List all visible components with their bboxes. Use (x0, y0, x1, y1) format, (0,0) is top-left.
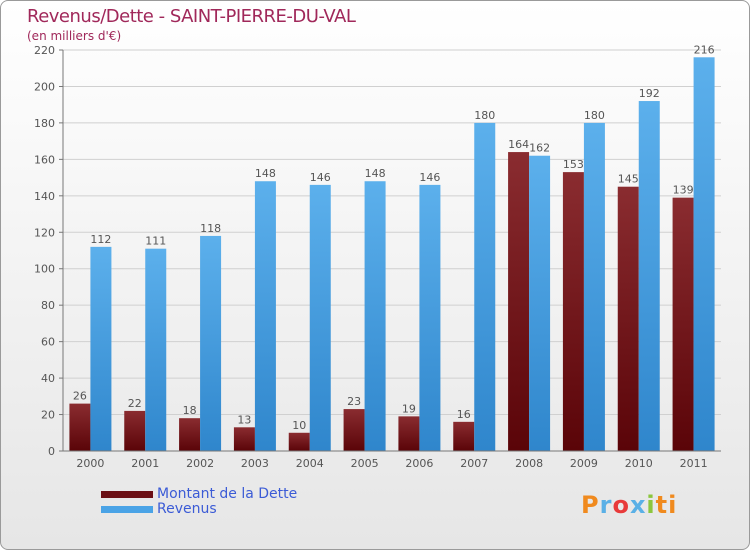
data-label: 216 (694, 43, 715, 56)
legend-swatch-dette (101, 491, 153, 498)
data-label: 146 (310, 171, 331, 184)
x-tick-label: 2001 (131, 457, 159, 470)
bar-dette (617, 186, 639, 452)
bar-revenus (474, 122, 496, 451)
y-tick-label: 120 (34, 226, 55, 239)
logo-letter: ti (655, 491, 678, 519)
data-label: 145 (618, 173, 639, 186)
bar-dette (508, 152, 530, 451)
data-label: 180 (584, 109, 605, 122)
legend-label-dette: Montant de la Dette (157, 486, 298, 502)
y-tick-label: 80 (41, 299, 55, 312)
bar-dette (343, 409, 365, 451)
bar-dette (672, 197, 694, 451)
data-label: 19 (402, 402, 416, 415)
bar-dette (453, 421, 475, 451)
chart-subtitle: (en milliers d'€) (27, 29, 122, 43)
legend-swatch-revenus (101, 506, 153, 513)
gridlines (63, 49, 721, 452)
data-label: 22 (128, 397, 142, 410)
legend-item-revenus: Revenus (101, 502, 297, 517)
x-tick-label: 2006 (405, 457, 433, 470)
bar-revenus (309, 184, 331, 451)
y-tick-label: 40 (41, 372, 55, 385)
bar-dette (288, 432, 310, 451)
bar-dette (179, 418, 201, 451)
bar-revenus (693, 57, 715, 452)
data-label: 111 (145, 235, 166, 248)
legend-item-dette: Montant de la Dette (101, 487, 297, 502)
bar-dette (233, 427, 255, 451)
data-label: 26 (73, 390, 87, 403)
x-axis: 2000 2001 2002 2003 2004 2005 2006 2007 2008 2009… (63, 450, 721, 470)
data-label: 164 (508, 138, 529, 151)
y-tick-label: 160 (34, 153, 55, 166)
data-label: 148 (255, 167, 276, 180)
data-label: 112 (90, 233, 111, 246)
legend: Montant de la Dette Revenus (101, 487, 297, 517)
y-tick-label: 180 (34, 117, 55, 130)
x-tick-label: 2002 (186, 457, 214, 470)
y-tick-label: 60 (41, 336, 55, 349)
bar-revenus (638, 101, 660, 451)
data-label: 139 (673, 184, 694, 197)
data-label: 146 (419, 171, 440, 184)
logo-letter: o (612, 491, 630, 519)
data-label: 192 (639, 87, 660, 100)
x-tick-label: 2000 (76, 457, 104, 470)
bar-revenus (254, 181, 276, 451)
bar-revenus (529, 155, 551, 451)
bar-dette (124, 410, 146, 451)
x-tick-label: 2004 (296, 457, 324, 470)
bar-revenus (583, 122, 605, 451)
bar-dette (69, 403, 91, 451)
logo-letter: i (646, 491, 656, 519)
data-label: 13 (237, 413, 251, 426)
x-tick-label: 2005 (351, 457, 379, 470)
bar-dette (398, 416, 420, 451)
legend-label-revenus: Revenus (157, 501, 217, 517)
proxiti-logo: Proxiti (581, 491, 677, 519)
logo-letter: P (581, 491, 600, 519)
y-tick-label: 20 (41, 409, 55, 422)
y-tick-label: 100 (34, 263, 55, 276)
x-tick-label: 2008 (515, 457, 543, 470)
data-label: 23 (347, 395, 361, 408)
y-axis: 0 20 40 60 80 100 120 140 160 180 200 220 (34, 44, 64, 458)
data-label: 118 (200, 222, 221, 235)
bar-revenus (200, 235, 222, 451)
logo-letter: r (599, 491, 613, 519)
x-tick-label: 2007 (460, 457, 488, 470)
y-tick-label: 200 (34, 80, 55, 93)
y-tick-label: 0 (48, 445, 55, 458)
bar-revenus (364, 181, 386, 451)
bars: 26 112 22 111 18 118 13 148 10 146 23 148 19 146 16 180… (69, 43, 715, 452)
chart-title: Revenus/Dette - SAINT-PIERRE-DU-VAL (27, 6, 356, 27)
data-label: 16 (457, 408, 471, 421)
x-tick-label: 2003 (241, 457, 269, 470)
y-tick-label: 220 (34, 44, 55, 57)
logo-letter: x (629, 491, 647, 519)
x-tick-label: 2011 (680, 457, 708, 470)
data-label: 148 (365, 167, 386, 180)
y-tick-label: 140 (34, 190, 55, 203)
x-tick-label: 2010 (625, 457, 653, 470)
data-label: 153 (563, 158, 584, 171)
bar-dette (562, 172, 584, 451)
data-label: 18 (183, 404, 197, 417)
data-label: 162 (529, 142, 550, 155)
bar-revenus (90, 246, 112, 451)
data-label: 180 (474, 109, 495, 122)
bar-revenus (419, 184, 441, 451)
x-tick-label: 2009 (570, 457, 598, 470)
bar-revenus (145, 248, 167, 451)
data-label: 10 (292, 419, 306, 432)
